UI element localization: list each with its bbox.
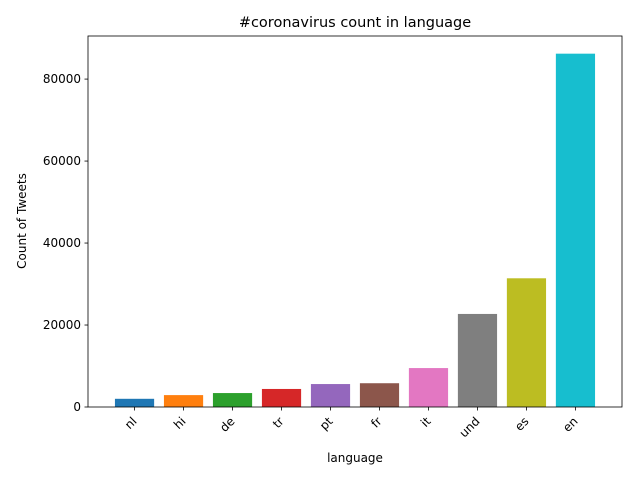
- bar-tr: [261, 388, 302, 407]
- y-tick-label: 80000: [43, 72, 81, 86]
- x-tick-label: it: [418, 414, 434, 430]
- bar-hi: [163, 395, 204, 407]
- bar-es: [506, 278, 547, 407]
- x-tick-label: nl: [122, 414, 140, 432]
- x-axis-label: language: [327, 451, 383, 465]
- x-tick-label: de: [217, 414, 238, 435]
- axes-frame: [87, 35, 623, 408]
- bar-en: [555, 53, 596, 408]
- bar-it: [408, 368, 449, 407]
- bar-pt: [310, 384, 351, 407]
- plot-area: 0 20000 40000 60000 80000 nl hi de tr pt fr it und es…: [43, 35, 623, 440]
- y-tick-label: 0: [73, 400, 81, 414]
- x-tick-label: hi: [171, 414, 189, 432]
- x-tick-label: fr: [368, 414, 384, 430]
- x-tick-label: pt: [317, 414, 336, 433]
- y-tick-label: 60000: [43, 154, 81, 168]
- bar-nl: [114, 398, 155, 407]
- bar-fr: [359, 383, 400, 407]
- y-axis-label: Count of Tweets: [15, 173, 29, 269]
- bar-de: [212, 393, 253, 407]
- y-tick-label: 20000: [43, 318, 81, 332]
- y-tick-label: 40000: [43, 236, 81, 250]
- bar-und: [457, 313, 498, 407]
- x-tick-label: tr: [270, 414, 287, 431]
- x-tick-label: und: [457, 414, 483, 440]
- x-tick-label: es: [512, 414, 532, 434]
- chart-title: #coronavirus count in language: [239, 15, 471, 31]
- x-tick-label: en: [560, 414, 581, 435]
